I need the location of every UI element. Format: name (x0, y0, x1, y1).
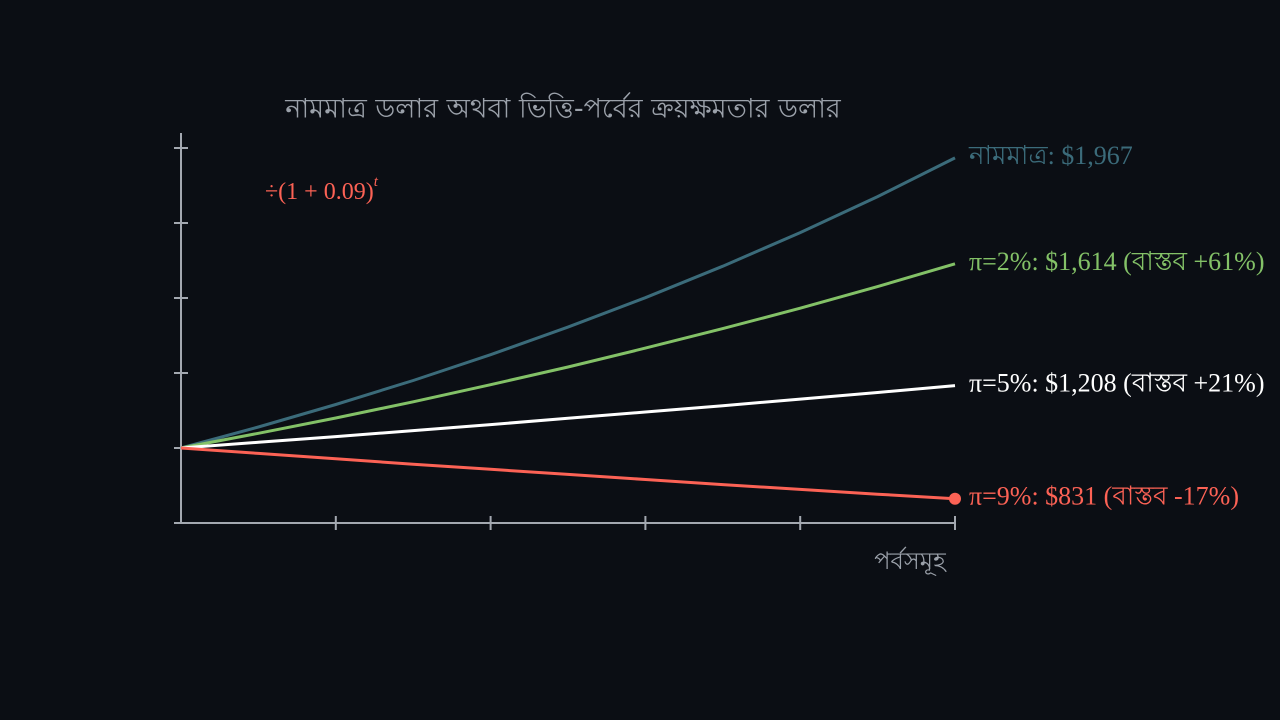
end-dot (949, 492, 961, 505)
annotation: ÷(1 + 0.09)t (265, 174, 379, 204)
chart-title: নামমাত্র ডলার অথবা ভিত্তি-পর্বের ক্রয়ক্… (284, 93, 842, 125)
series-label: π=5%: $1,208 (বাস্তব +21%) (969, 369, 1265, 398)
series-line (180, 384, 956, 450)
annotation-superscript: t (374, 174, 379, 190)
series-line (180, 446, 956, 501)
series-line (180, 262, 956, 450)
annotation-text: ÷(1 + 0.09) (265, 179, 374, 205)
series-label: π=9%: $831 (বাস্তব -17%) (969, 482, 1239, 511)
series-line (180, 156, 956, 450)
series-label: নামমাত্র: $1,967 (968, 141, 1133, 170)
series-label: π=2%: $1,614 (বাস্তব +61%) (969, 247, 1265, 276)
x-axis-label: পর্বসমূহ (874, 546, 947, 575)
